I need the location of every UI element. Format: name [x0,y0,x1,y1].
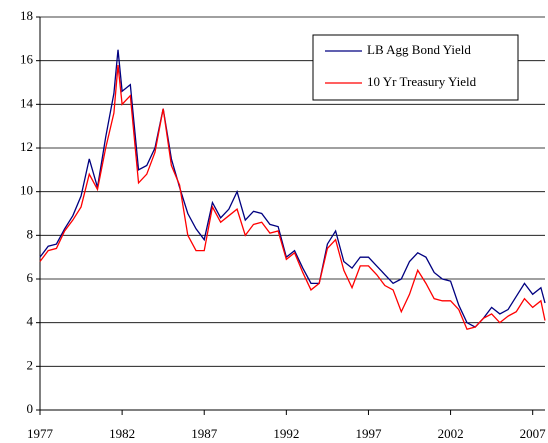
y-tick-label: 16 [20,52,34,67]
y-tick-label: 4 [27,314,34,329]
legend-label: LB Agg Bond Yield [367,42,471,57]
y-tick-label: 10 [20,183,33,198]
legend-label: 10 Yr Treasury Yield [367,74,477,89]
y-tick-label: 8 [27,226,34,241]
x-tick-label: 1992 [273,426,299,441]
x-tick-label: 1977 [27,426,54,441]
y-tick-label: 12 [20,139,33,154]
x-tick-label: 1997 [355,426,382,441]
y-tick-label: 18 [20,8,33,23]
x-tick-label: 2007 [520,426,547,441]
x-tick-label: 1982 [109,426,135,441]
y-tick-label: 0 [27,401,34,416]
y-tick-label: 2 [27,357,34,372]
x-tick-label: 1987 [191,426,218,441]
y-tick-label: 6 [27,270,34,285]
legend-box [312,34,519,101]
y-tick-label: 14 [20,95,34,110]
x-tick-label: 2002 [438,426,464,441]
series-line [39,64,546,330]
series-line [39,49,546,328]
